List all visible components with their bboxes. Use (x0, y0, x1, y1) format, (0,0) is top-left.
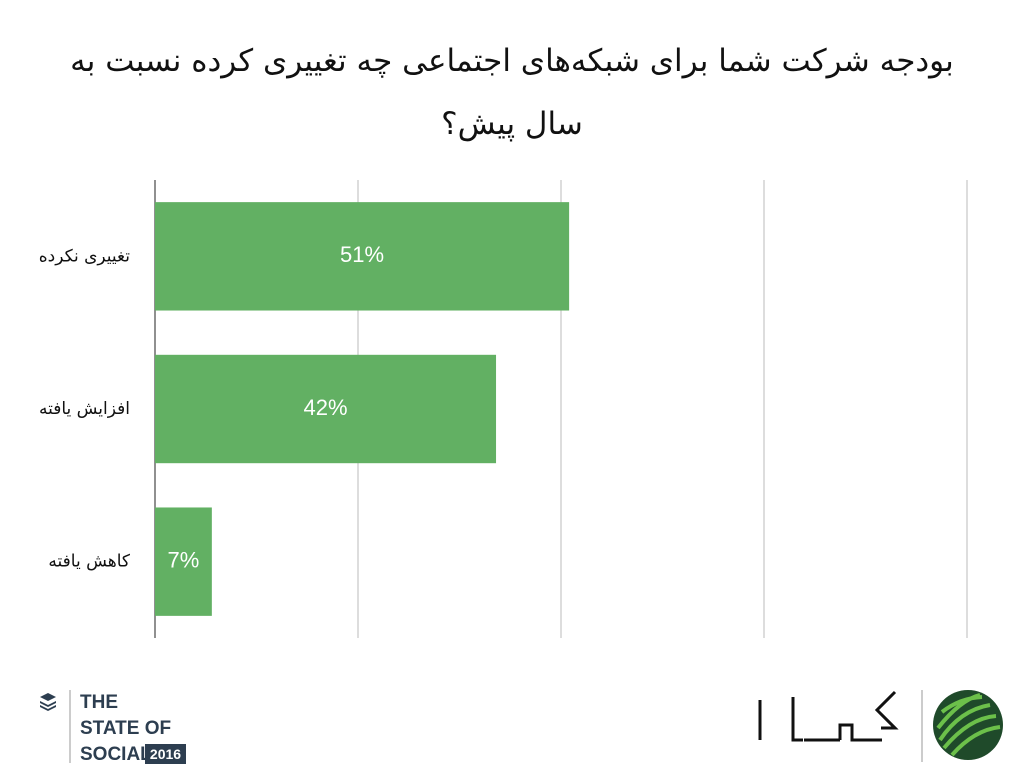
bar (155, 202, 570, 311)
bar (155, 507, 212, 616)
year-box (145, 744, 186, 764)
brand-year: 2016 (150, 746, 181, 762)
brand-text: STATE OF (80, 718, 171, 739)
chart-title: بودجه شرکت شما برای شبکه‌های اجتماعی چه … (70, 43, 954, 142)
brand-icon (40, 693, 56, 711)
bar (155, 354, 497, 464)
brand-text: SOCIAL (80, 744, 152, 765)
y-tick-label: تغییری نکرده (39, 246, 131, 266)
value-label: 7% (168, 547, 200, 572)
value-label: 51% (340, 242, 384, 267)
y-tick-label: افزایش یافته (39, 399, 130, 419)
y-tick-label: کاهش یافته (48, 552, 131, 572)
logo (758, 690, 1003, 762)
brand-text: THE (80, 692, 118, 713)
value-label: 42% (303, 395, 347, 420)
